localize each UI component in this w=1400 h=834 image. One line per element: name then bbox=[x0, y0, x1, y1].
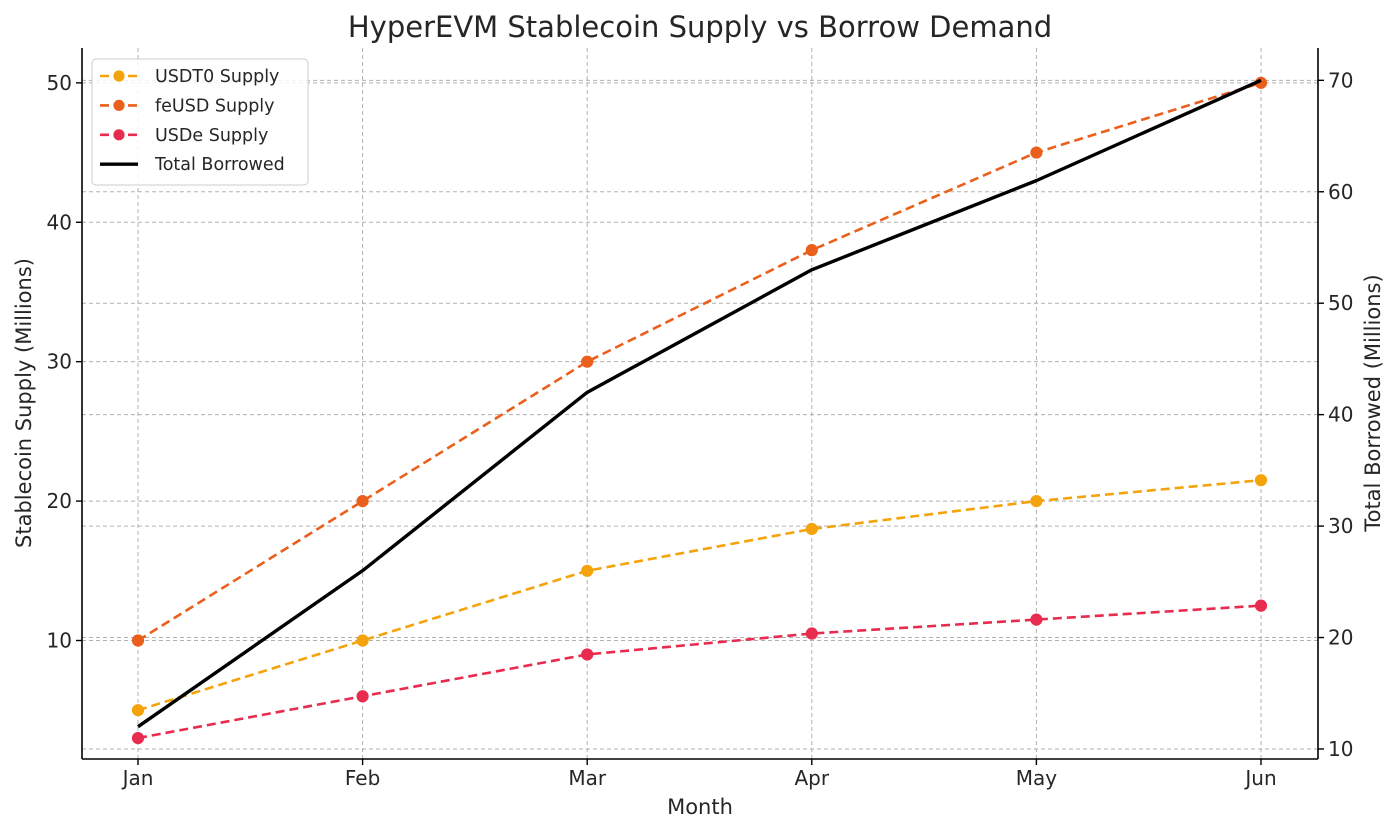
y-tick-label: 40 bbox=[47, 210, 72, 234]
legend-marker-feusd-supply bbox=[113, 99, 125, 111]
legend-marker-usdt0-supply bbox=[113, 70, 125, 82]
legend-marker-usde-supply bbox=[113, 129, 125, 141]
legend-label-usde-supply: USDe Supply bbox=[155, 126, 268, 146]
usdt0-supply-point bbox=[356, 634, 369, 647]
usdt0-supply-point bbox=[131, 704, 145, 717]
y2-tick-label: 60 bbox=[1328, 180, 1353, 204]
usde-supply-point bbox=[131, 731, 145, 745]
legend: USDT0 Supply feUSD Supply USDe Supply Total… bbox=[91, 58, 309, 186]
usde-supply-point bbox=[356, 690, 369, 703]
y2-tick-label: 20 bbox=[1328, 626, 1353, 650]
usde-supply-point bbox=[581, 648, 594, 661]
y2-axis-label: Total Borrowed (Millions) bbox=[1361, 274, 1385, 532]
y2-tick-label: 70 bbox=[1328, 68, 1353, 92]
feusd-supply-point bbox=[356, 494, 369, 508]
x-axis-ticks: Jan Feb Mar Apr May Jun bbox=[121, 759, 1277, 790]
legend-box bbox=[91, 58, 309, 186]
x-axis-label: Month bbox=[667, 795, 733, 819]
y2-tick-label: 10 bbox=[1328, 737, 1353, 761]
chart-title: HyperEVM Stablecoin Supply vs Borrow Dem… bbox=[348, 10, 1052, 44]
feusd-supply-point bbox=[1030, 146, 1043, 159]
y-tick-label: 50 bbox=[47, 71, 72, 95]
series-layer bbox=[131, 76, 1268, 745]
usdt0-supply-point bbox=[805, 522, 818, 536]
y-tick-label: 10 bbox=[47, 629, 72, 653]
x-tick-label: Jan bbox=[121, 766, 154, 790]
right-axis-ticks: 10 20 30 40 50 60 70 bbox=[1318, 68, 1353, 761]
x-tick-label: Apr bbox=[794, 766, 829, 790]
legend-label-feusd-supply: feUSD Supply bbox=[155, 96, 275, 116]
y2-tick-label: 40 bbox=[1328, 403, 1353, 427]
usdt0-supply-point bbox=[1254, 474, 1268, 487]
x-tick-label: Mar bbox=[568, 766, 607, 790]
x-tick-label: Feb bbox=[345, 766, 380, 790]
usdt0-supply-point bbox=[1030, 494, 1043, 508]
y2-tick-label: 30 bbox=[1328, 514, 1353, 538]
feusd-supply-point bbox=[805, 244, 818, 257]
x-tick-label: Jun bbox=[1243, 766, 1276, 790]
legend-label-total-borrowed: Total Borrowed bbox=[154, 155, 285, 175]
feusd-supply-point bbox=[131, 634, 145, 647]
y-tick-label: 30 bbox=[47, 350, 72, 374]
feusd-supply-point bbox=[581, 355, 594, 368]
usde-supply-point bbox=[1254, 599, 1268, 612]
usdt0-supply-point bbox=[581, 564, 594, 577]
x-tick-label: May bbox=[1016, 766, 1058, 790]
y2-tick-label: 50 bbox=[1328, 291, 1353, 315]
usde-supply-point bbox=[805, 627, 818, 640]
y-tick-label: 20 bbox=[47, 489, 72, 513]
usde-supply-line bbox=[137, 604, 1262, 740]
usdt0-supply-line bbox=[137, 478, 1262, 712]
y-axis-label: Stablecoin Supply (Millions) bbox=[12, 258, 36, 548]
left-axis-ticks: 10 20 30 40 50 bbox=[47, 71, 82, 653]
legend-label-usdt0-supply: USDT0 Supply bbox=[155, 67, 279, 87]
total-borrowed-line bbox=[137, 78, 1262, 729]
usde-supply-point bbox=[1030, 613, 1043, 626]
